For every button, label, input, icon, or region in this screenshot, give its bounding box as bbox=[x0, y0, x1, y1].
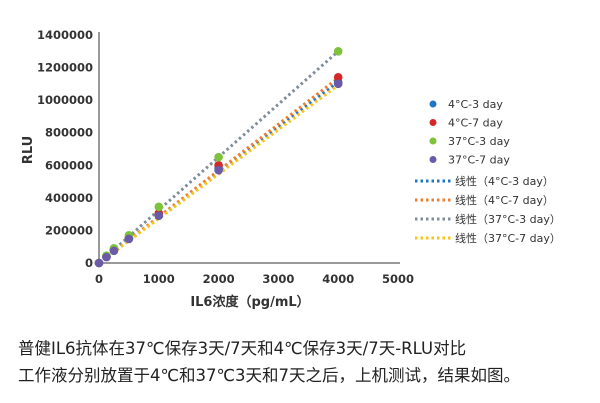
legend-label: 线性（4°C-7 day） bbox=[455, 193, 554, 207]
legend-marker bbox=[429, 156, 437, 163]
chart-svg: 0 1000 2000 3000 4000 5000 0 200000 400000 600000… bbox=[21, 28, 561, 310]
legend-label: 线性（4°C-3 day） bbox=[455, 174, 554, 188]
y-tick-label: 0 bbox=[85, 256, 93, 270]
x-tick-label: 3000 bbox=[262, 272, 294, 286]
legend-label: 4°C-7 day bbox=[448, 117, 503, 130]
legend-marker bbox=[429, 100, 437, 108]
x-axis-label: IL6浓度（pg/mL） bbox=[190, 294, 309, 310]
data-point bbox=[333, 79, 343, 89]
y-tick-label: 400000 bbox=[45, 191, 93, 205]
legend-label: 线性（37°C-7 day） bbox=[455, 231, 561, 245]
y-axis-label: RLU bbox=[21, 136, 36, 164]
data-point bbox=[214, 152, 223, 162]
y-tick-label: 800000 bbox=[45, 126, 93, 140]
legend-label: 37°C-3 day bbox=[448, 135, 510, 148]
x-tick-label: 0 bbox=[95, 272, 103, 286]
legend-label: 线性（37°C-3 day） bbox=[455, 212, 561, 226]
data-point bbox=[333, 46, 343, 56]
legend-label: 4°C-3 day bbox=[448, 98, 503, 111]
data-point bbox=[102, 252, 111, 262]
x-tick-label: 1000 bbox=[143, 272, 175, 286]
data-point bbox=[154, 202, 164, 212]
caption-line-2: 工作液分别放置于4℃和37℃3天和7天之后，上机测试，结果如图。 bbox=[18, 366, 521, 385]
y-tick-label: 200000 bbox=[45, 223, 93, 237]
legend-marker bbox=[429, 119, 437, 126]
y-tick-label: 1400000 bbox=[37, 28, 93, 42]
x-tick-label: 5000 bbox=[382, 272, 414, 286]
x-tick-label: 2000 bbox=[203, 272, 235, 286]
x-tick-label: 4000 bbox=[322, 272, 354, 286]
y-tick-label: 1000000 bbox=[37, 93, 93, 107]
data-point bbox=[333, 73, 343, 82]
data-point bbox=[94, 258, 104, 268]
caption-line-1: 普健IL6抗体在37℃保存3天/7天和4℃保存3天/7天-RLU对比 bbox=[18, 339, 467, 358]
y-tick-label: 600000 bbox=[45, 158, 93, 172]
data-point bbox=[214, 165, 223, 175]
data-point bbox=[154, 211, 164, 221]
legend-label: 37°C-7 day bbox=[448, 154, 510, 167]
data-point bbox=[124, 234, 134, 244]
data-point bbox=[109, 246, 119, 256]
y-tick-label: 1200000 bbox=[37, 61, 93, 75]
legend-marker bbox=[429, 137, 437, 145]
